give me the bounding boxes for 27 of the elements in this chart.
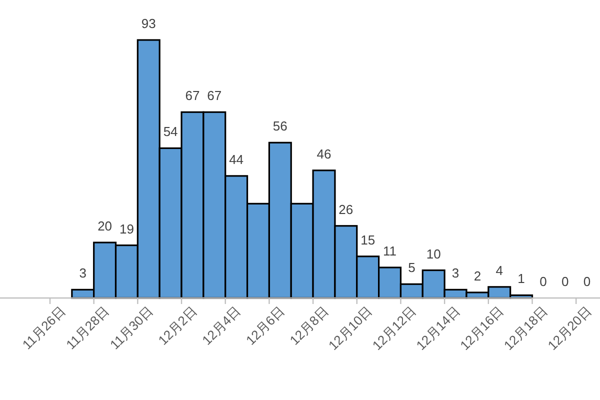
- data-label: 67: [185, 88, 200, 104]
- data-label: 2: [474, 268, 482, 284]
- data-label: 67: [207, 88, 222, 104]
- data-label: 20: [98, 218, 112, 234]
- data-label: 54: [163, 124, 178, 140]
- data-label: 56: [272, 118, 288, 134]
- data-label: 0: [540, 274, 547, 289]
- data-label: 1: [518, 271, 525, 286]
- x-tick-label: 11月30日: [107, 304, 156, 352]
- data-label: 0: [562, 274, 569, 289]
- x-tick-label: 12月2日: [155, 304, 200, 348]
- data-label: 46: [316, 146, 332, 162]
- data-label: 11: [383, 243, 397, 258]
- x-tick-label: 12月6日: [242, 304, 288, 348]
- data-label: 15: [360, 232, 376, 248]
- data-label: 10: [426, 246, 441, 262]
- x-tick-label: 11月26日: [19, 304, 68, 352]
- data-label: 3: [79, 266, 86, 281]
- data-label: 44: [229, 152, 244, 167]
- data-label: 93: [141, 16, 156, 31]
- data-label: 5: [408, 260, 416, 276]
- data-label: 0: [583, 274, 591, 289]
- data-label: 4: [496, 262, 503, 278]
- x-tick-label: 12月4日: [199, 304, 244, 348]
- data-label: 26: [338, 202, 354, 217]
- data-label: 19: [119, 221, 134, 236]
- data-label: 3: [452, 266, 460, 281]
